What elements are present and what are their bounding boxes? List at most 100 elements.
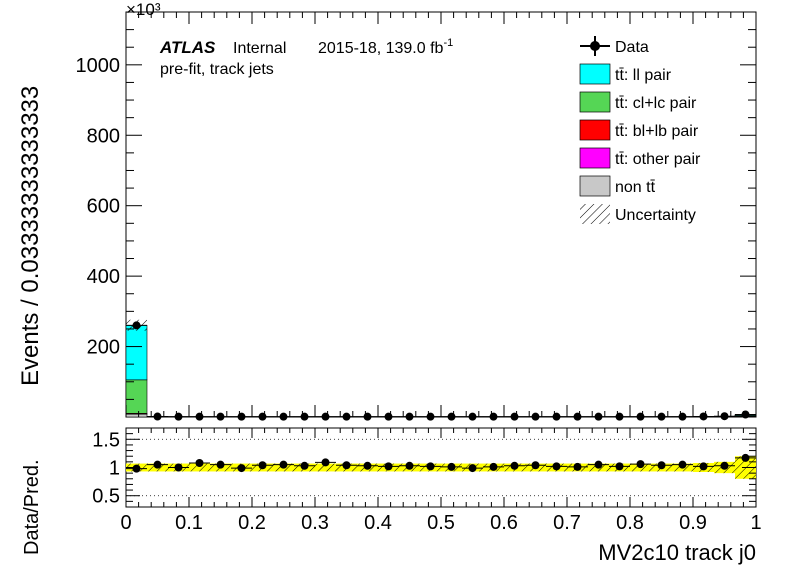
ratio-point-20 [552, 462, 561, 471]
ratio-point-11 [363, 461, 372, 470]
legend-swatch-3 [579, 119, 611, 141]
x-tick-label-0.9: 0.9 [679, 512, 707, 534]
legend-label-5: non tt̄ [615, 179, 656, 196]
x-tick-label-1: 1 [750, 512, 761, 534]
ratio-point-9 [321, 458, 330, 467]
data-point-12 [384, 412, 393, 421]
data-point-8 [300, 412, 309, 421]
ratio-point-7 [279, 460, 288, 469]
data-point-26 [678, 412, 687, 421]
data-point-2 [174, 412, 183, 421]
x-tick-label-0.4: 0.4 [364, 512, 392, 534]
legend: Data tt̄: ll pair tt̄: cl+lc pair tt̄: bl+l… [579, 36, 701, 224]
ratio-point-16 [468, 464, 477, 473]
data-point-27 [699, 412, 708, 421]
x-tick-label-0.7: 0.7 [553, 512, 581, 534]
ratio-point-5 [237, 464, 246, 473]
ratio-point-28 [720, 461, 729, 470]
ratio-y-tick-label-1: 1 [109, 458, 120, 480]
data-point-21 [573, 412, 582, 421]
ratio-y-axis-label: Data/Pred. [21, 459, 43, 555]
legend-swatch-5 [579, 175, 611, 197]
legend-label-6: Uncertainty [615, 207, 696, 224]
ratio-point-21 [573, 462, 582, 471]
y-tick-label-1000: 1000 [76, 55, 121, 77]
data-point-6 [258, 412, 267, 421]
data-point-16 [468, 412, 477, 421]
y-axis-label: Events / 0.03333333333333 [17, 86, 44, 386]
data-point-20 [552, 412, 561, 421]
ratio-point-18 [510, 461, 519, 470]
legend-label-4: tt̄: other pair [615, 151, 701, 168]
y-tick-label-800: 800 [87, 125, 120, 147]
bar-4-0 [125, 413, 148, 418]
ratio-point-0 [132, 464, 141, 473]
bar-1-0 [125, 379, 148, 414]
legend-label-0: Data [615, 39, 649, 56]
data-point-14 [426, 412, 435, 421]
data-point-13 [405, 412, 414, 421]
x-tick-label-0: 0 [120, 512, 131, 534]
x-tick-label-0.6: 0.6 [490, 512, 518, 534]
data-point-4 [216, 412, 225, 421]
ratio-point-23 [615, 462, 624, 471]
y-tick-label-600: 600 [87, 196, 120, 218]
data-point-11 [363, 412, 372, 421]
data-point-9 [321, 412, 330, 421]
legend-hatch-swatch [580, 204, 610, 224]
lumi-superscript: -1 [443, 37, 453, 49]
x-tick-label-0.1: 0.1 [175, 512, 203, 534]
ratio-point-6 [258, 461, 267, 470]
ratio-point-24 [636, 460, 645, 469]
y-tick-label-200: 200 [87, 337, 120, 359]
data-point-29 [741, 410, 750, 419]
ratio-point-25 [657, 461, 666, 470]
ratio-point-12 [384, 462, 393, 471]
data-point-19 [531, 412, 540, 421]
ratio-point-19 [531, 461, 540, 470]
ratio-point-27 [699, 462, 708, 471]
x-tick-label-0.8: 0.8 [616, 512, 644, 534]
atlas-label: ATLAS [159, 38, 216, 57]
data-point-15 [447, 412, 456, 421]
ratio-point-22 [594, 460, 603, 469]
legend-label-3: tt̄: bl+lb pair [615, 123, 699, 140]
data-point-5 [237, 412, 246, 421]
x-tick-label-0.3: 0.3 [301, 512, 329, 534]
data-point-25 [657, 412, 666, 421]
status-label: Internal [233, 40, 286, 57]
legend-label-1: tt̄: ll pair [615, 67, 672, 84]
data-point-7 [279, 412, 288, 421]
ratio-point-3 [195, 458, 204, 467]
ratio-band-hatch-3 [189, 463, 210, 472]
ratio-y-tick-label-1.5: 1.5 [92, 429, 120, 451]
data-point-3 [195, 412, 204, 421]
ratio-y-tick-label-0.5: 0.5 [92, 486, 120, 508]
ratio-band-hatch-9 [315, 463, 336, 472]
ratio-point-29 [741, 453, 750, 462]
data-point-23 [615, 412, 624, 421]
ratio-point-1 [153, 460, 162, 469]
y-exponent-label: ×10³ [126, 0, 161, 19]
selection-label: pre-fit, track jets [160, 61, 274, 78]
main-plot-layer [125, 319, 757, 421]
axis-layer: 200 400 600 800 1000 0 0.1 0.2 0.3 0.4 0.5 0.6 0.7 0.… [76, 11, 762, 534]
data-point-22 [594, 412, 603, 421]
legend-label-2: tt̄: cl+lc pair [615, 95, 697, 112]
ratio-point-26 [678, 460, 687, 469]
ratio-point-2 [174, 463, 183, 472]
ratio-point-14 [426, 462, 435, 471]
x-axis-label: MV2c10 track j0 [598, 540, 756, 565]
data-point-10 [342, 412, 351, 421]
legend-swatch-2 [579, 91, 611, 113]
ratio-point-17 [489, 462, 498, 471]
data-point-28 [720, 412, 729, 421]
data-point-24 [636, 412, 645, 421]
legend-swatch-4 [579, 147, 611, 169]
data-point-1 [153, 412, 162, 421]
data-point-17 [489, 412, 498, 421]
ratio-point-8 [300, 461, 309, 470]
bar-0-0 [125, 324, 148, 381]
